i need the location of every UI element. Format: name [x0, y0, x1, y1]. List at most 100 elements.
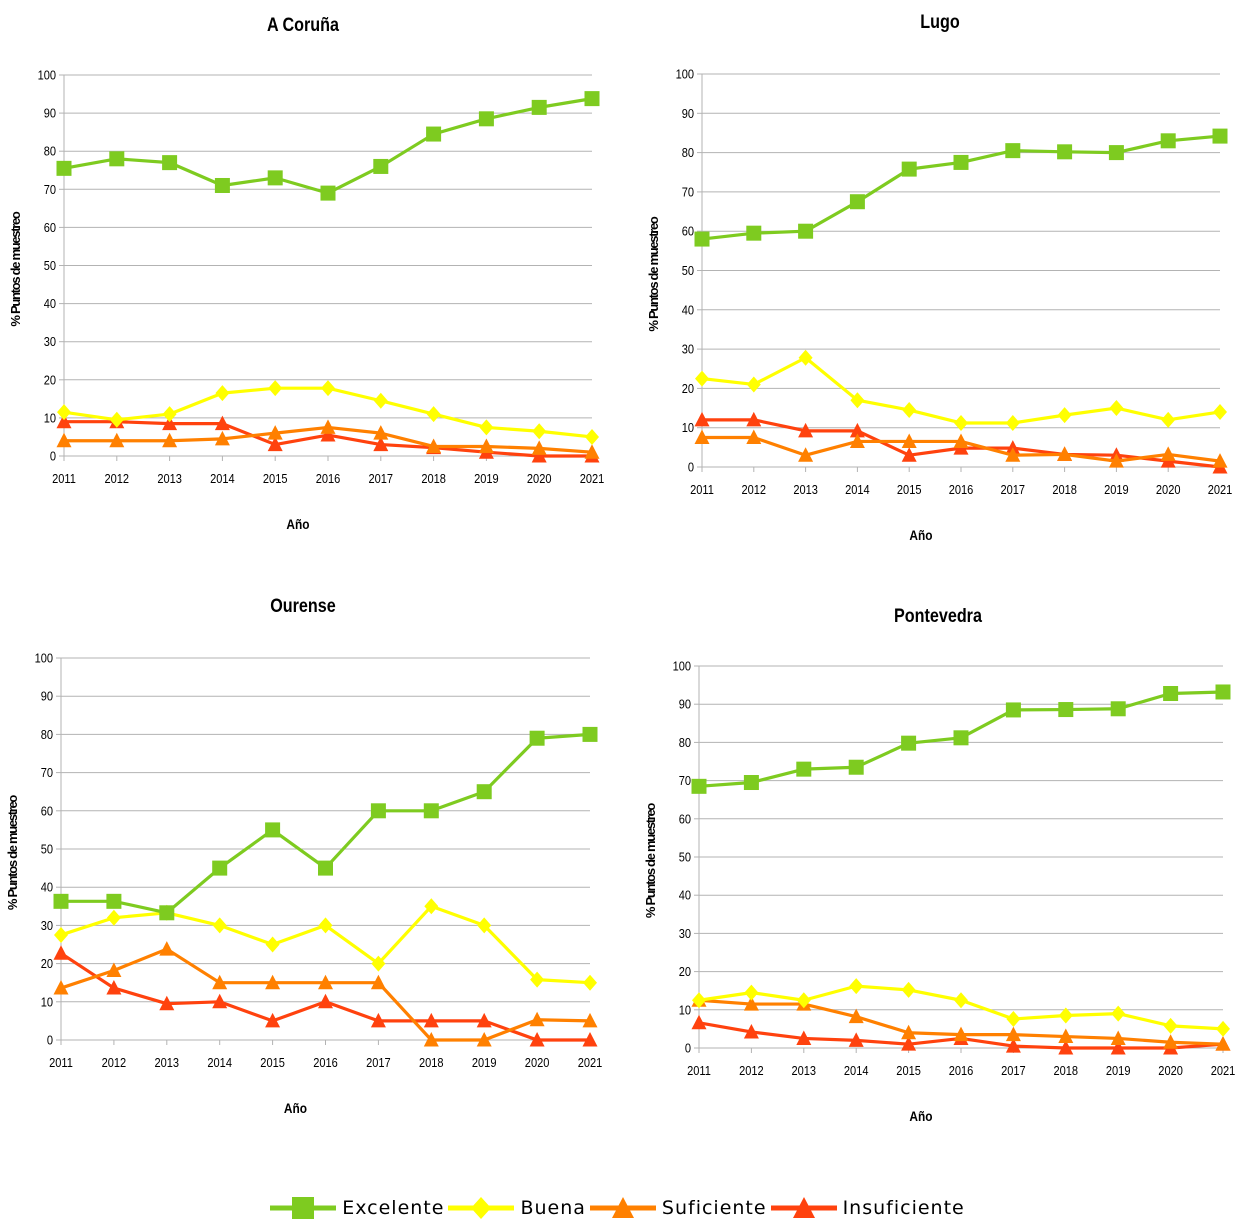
data-point [743, 775, 759, 791]
data-point [743, 1023, 759, 1039]
y-tick-label: 0 [688, 460, 694, 475]
x-tick-label: 2012 [102, 1055, 127, 1070]
data-point [1161, 411, 1176, 428]
y-tick-label: 10 [41, 994, 54, 1009]
data-point [746, 429, 762, 445]
data-point [1108, 453, 1124, 468]
data-point [373, 436, 389, 452]
data-point [850, 392, 865, 409]
data-point [582, 726, 598, 742]
x-tick-label: 2019 [1106, 1063, 1131, 1078]
legend-item-insuficiente: Insuficiente [770, 1196, 965, 1220]
data-point [691, 1014, 707, 1030]
legend-marker [792, 1197, 815, 1218]
data-point [1110, 1030, 1126, 1045]
x-tick-label: 2014 [207, 1055, 232, 1070]
data-point [57, 404, 71, 421]
y-tick-label: 50 [41, 842, 54, 857]
data-point [159, 941, 175, 956]
y-tick-label: 40 [41, 880, 54, 895]
y-tick-label: 70 [44, 182, 57, 197]
data-point [848, 759, 864, 775]
y-tick-label: 20 [41, 956, 54, 971]
data-point [162, 432, 178, 448]
series-buena [54, 898, 597, 991]
x-tick-label: 2021 [1211, 1063, 1235, 1078]
chart-legend: Excelente Buena Suficiente Insuficiente [0, 1196, 1235, 1220]
data-point [53, 893, 69, 909]
data-point [531, 440, 547, 455]
x-tick-label: 2015 [263, 471, 288, 486]
data-point [1057, 446, 1073, 461]
data-point [901, 161, 917, 177]
x-tick-label: 2017 [369, 471, 394, 486]
y-tick-label: 100 [38, 68, 57, 83]
data-point [1057, 407, 1072, 424]
x-tick-label: 2017 [366, 1055, 391, 1070]
y-tick-label: 20 [44, 372, 57, 387]
data-point [320, 427, 336, 442]
chart-title: A Coruña [267, 14, 339, 36]
data-point [1005, 414, 1020, 431]
x-tick-label: 2019 [474, 471, 499, 486]
y-tick-label: 80 [679, 735, 692, 750]
series-line [701, 356, 1221, 425]
x-tick-label: 2017 [1001, 482, 1026, 497]
data-point [1213, 403, 1227, 420]
data-point [478, 438, 494, 453]
x-tick-label: 2017 [1001, 1063, 1026, 1078]
data-point [848, 1008, 864, 1024]
data-point [370, 974, 386, 990]
legend-swatch-buena [448, 1197, 515, 1219]
data-point [1110, 701, 1126, 717]
data-point [849, 433, 865, 448]
data-point [478, 111, 494, 127]
y-tick-label: 100 [35, 651, 54, 666]
data-point [214, 430, 230, 446]
data-point [1057, 144, 1073, 160]
series-excelente [56, 91, 600, 201]
legend-marker [471, 1197, 492, 1219]
series-excelente [691, 684, 1231, 794]
data-point [265, 974, 281, 990]
data-point [477, 917, 492, 934]
y-tick-label: 50 [682, 263, 695, 278]
data-point [370, 1012, 386, 1028]
x-tick-label: 2020 [1158, 1063, 1183, 1078]
data-point [109, 151, 125, 167]
series-insuficiente [53, 945, 598, 1047]
data-point [849, 422, 865, 438]
data-point [582, 1032, 598, 1047]
y-tick-label: 20 [682, 381, 695, 396]
x-tick-label: 2020 [527, 471, 552, 486]
data-point [1006, 1010, 1021, 1027]
x-tick-label: 2021 [578, 1055, 603, 1070]
data-point [743, 996, 759, 1011]
x-tick-label: 2021 [580, 471, 605, 486]
data-point [694, 411, 710, 427]
y-tick-label: 50 [44, 258, 57, 273]
x-tick-label: 2020 [525, 1055, 550, 1070]
data-point [215, 385, 230, 402]
data-point [796, 992, 811, 1009]
y-axis-label: % Puntos de muestreo [8, 211, 23, 326]
x-tick-label: 2018 [419, 1055, 444, 1070]
legend-marker [611, 1197, 634, 1218]
x-tick-label: 2012 [739, 1063, 764, 1078]
data-point [318, 917, 333, 934]
data-point [267, 436, 283, 452]
series-suficiente [56, 419, 600, 459]
data-point [109, 411, 124, 428]
data-point [530, 971, 545, 988]
x-tick-label: 2011 [690, 482, 714, 497]
y-tick-label: 0 [685, 1041, 691, 1056]
series-buena [692, 978, 1230, 1037]
x-tick-label: 2016 [316, 471, 341, 486]
data-point [424, 898, 439, 915]
data-point [212, 860, 228, 876]
legend-swatch-excelente [270, 1197, 337, 1219]
y-tick-label: 30 [41, 918, 54, 933]
data-point [532, 423, 547, 440]
data-point [1212, 128, 1228, 144]
data-point [691, 778, 707, 794]
